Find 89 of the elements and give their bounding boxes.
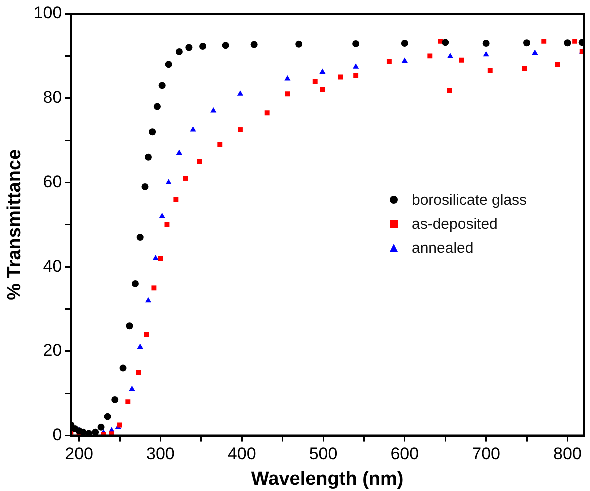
point	[522, 66, 528, 72]
point	[149, 128, 156, 136]
x-tick-label: 200	[65, 444, 94, 464]
x-axis-title: Wavelength (nm)	[251, 468, 404, 490]
point	[488, 68, 493, 73]
point	[145, 297, 152, 303]
point	[92, 428, 100, 436]
point	[144, 154, 152, 161]
point	[402, 58, 408, 63]
point	[120, 364, 127, 372]
y-tick-label: 80	[43, 88, 62, 108]
point	[312, 79, 318, 84]
point	[238, 128, 243, 132]
point	[159, 212, 166, 218]
point	[447, 88, 452, 94]
y-tick-label: 100	[34, 4, 62, 23]
point	[555, 62, 560, 68]
point	[250, 41, 258, 48]
point	[126, 322, 134, 330]
point	[210, 108, 217, 113]
point	[176, 48, 183, 56]
legend-label: annealed	[412, 240, 474, 256]
point	[447, 53, 454, 58]
point	[104, 413, 112, 420]
point	[284, 75, 291, 81]
point	[158, 256, 164, 262]
y-tick-label: 0	[52, 425, 62, 444]
point	[132, 280, 139, 288]
point	[166, 179, 172, 184]
y-tick-label: 60	[43, 172, 62, 192]
point	[353, 64, 360, 69]
y-tick-label: 20	[43, 341, 62, 360]
point	[129, 386, 136, 392]
point	[483, 51, 490, 57]
point	[459, 58, 464, 63]
point	[112, 396, 119, 404]
legend-label: borosilicate glass	[412, 192, 528, 208]
point	[86, 430, 93, 436]
point	[296, 40, 303, 48]
point	[524, 40, 531, 47]
point	[186, 44, 193, 52]
point	[237, 90, 244, 96]
point	[197, 159, 202, 164]
point	[200, 42, 207, 50]
point	[154, 103, 161, 110]
point	[136, 370, 142, 376]
point	[264, 110, 270, 116]
point	[144, 332, 150, 338]
point	[572, 38, 578, 44]
point	[137, 344, 144, 349]
point	[386, 59, 392, 64]
x-tick-label: 800	[554, 444, 582, 464]
point	[354, 73, 359, 78]
point	[118, 422, 122, 428]
x-tick-label: 700	[472, 444, 501, 464]
point	[352, 40, 360, 48]
x-tick-label: 600	[390, 444, 420, 464]
y-tick-label: 40	[43, 256, 62, 276]
point	[218, 142, 223, 148]
point	[482, 40, 490, 48]
point	[190, 126, 196, 132]
point	[428, 54, 433, 59]
point	[152, 255, 159, 260]
point	[320, 87, 326, 92]
x-tick-label: 400	[228, 444, 256, 464]
x-tick-label: 500	[309, 444, 338, 464]
point	[442, 39, 450, 46]
point	[222, 42, 230, 50]
point	[136, 234, 144, 242]
point	[164, 222, 170, 228]
point	[338, 74, 344, 80]
point	[142, 183, 149, 190]
x-tick-label: 300	[146, 444, 175, 464]
point	[174, 197, 179, 202]
point	[152, 286, 157, 291]
point	[542, 38, 547, 44]
point	[98, 424, 105, 431]
point	[165, 61, 172, 68]
point	[285, 92, 290, 97]
legend-label: as-deposited	[412, 216, 498, 232]
point	[532, 50, 538, 55]
y-axis-title: % Transmittance	[4, 149, 26, 300]
point	[176, 150, 182, 155]
point	[320, 68, 326, 74]
point	[564, 40, 572, 47]
point	[401, 40, 408, 48]
point	[126, 400, 131, 405]
point	[183, 176, 188, 181]
point	[158, 82, 166, 90]
